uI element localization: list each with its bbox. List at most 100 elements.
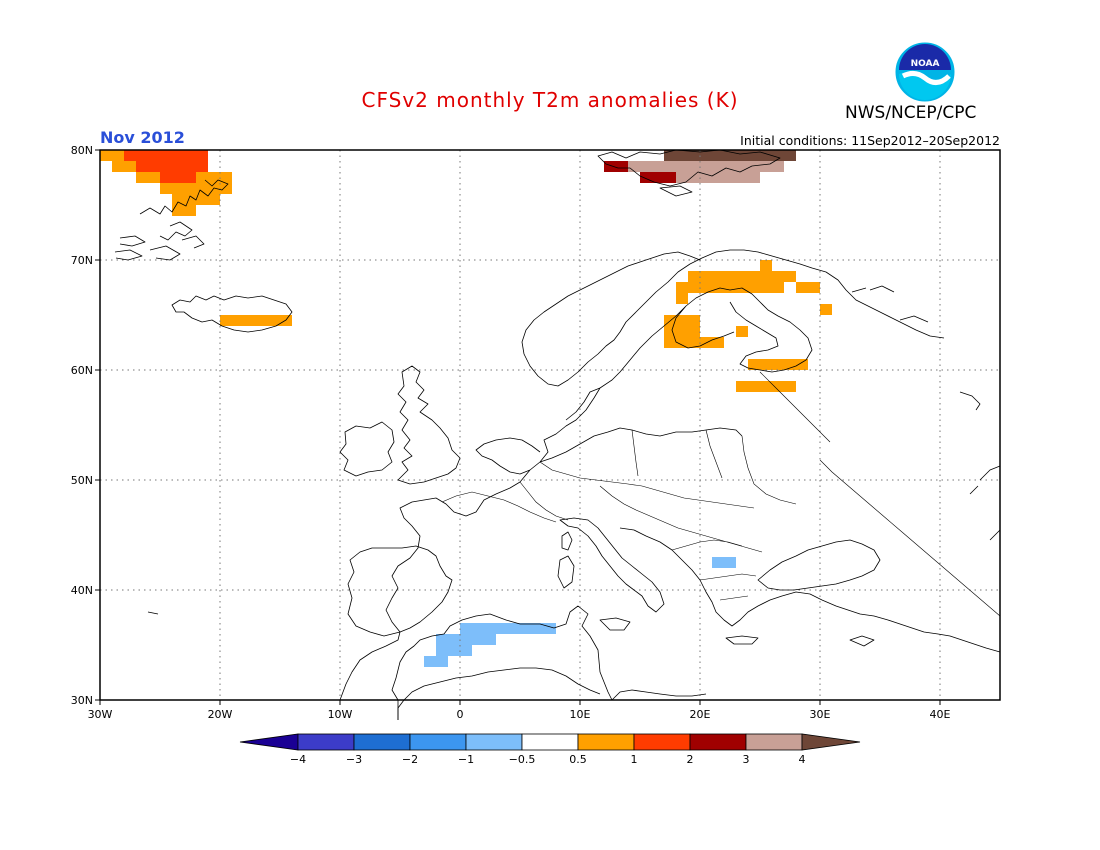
anomaly-cell <box>664 315 700 348</box>
tick-label-lon: 40E <box>930 708 951 721</box>
anomaly-cell <box>100 150 124 161</box>
colorbar-cell <box>745 733 803 751</box>
colorbar-label: −1 <box>458 753 474 766</box>
colorbar-cell <box>577 733 635 751</box>
anomaly-cell <box>160 183 232 194</box>
noaa-logo-icon: NOAA <box>894 41 956 103</box>
colorbar-label: −0.5 <box>509 753 536 766</box>
anomaly-cell <box>196 172 232 183</box>
colorbar-cell <box>409 733 467 751</box>
colorbar: −4 −3 −2 −1 −0.5 0.5 1 2 3 4 <box>239 733 861 766</box>
anomaly-cell <box>796 282 820 293</box>
colorbar-cell <box>689 733 747 751</box>
tick-label-lon: 20E <box>690 708 711 721</box>
gridlines-layer <box>100 150 1000 700</box>
colorbar-cell-high-arrow <box>801 733 861 751</box>
anomaly-cell <box>436 634 496 645</box>
coastline-novaya-misc <box>851 285 981 411</box>
chart-title: CFSv2 monthly T2m anomalies (K) <box>361 88 739 112</box>
anomaly-cell <box>640 172 676 183</box>
anomaly-cell <box>424 656 448 667</box>
colorbar-label: −3 <box>346 753 362 766</box>
colorbar-label: 4 <box>799 753 806 766</box>
tick-label-lon: 0 <box>457 708 464 721</box>
anomaly-cell <box>736 381 796 392</box>
anomaly-cell <box>712 557 736 568</box>
country-borders-layer <box>441 371 1001 617</box>
month-label: Nov 2012 <box>100 128 185 147</box>
colorbar-label: −4 <box>290 753 306 766</box>
anomaly-cell <box>436 645 472 656</box>
coastline-caspian <box>969 465 1001 541</box>
anomaly-cell <box>172 205 196 216</box>
coastline-europe-mainland <box>339 249 945 720</box>
coastline-cyprus <box>849 635 875 647</box>
coastline-sicily <box>599 617 631 631</box>
coastline-iberia <box>347 545 453 637</box>
colorbar-label: −2 <box>402 753 418 766</box>
anomaly-cell <box>760 260 772 271</box>
coastline-crete <box>725 635 759 645</box>
coastline-svalbard <box>597 149 781 197</box>
coastline-great-britain <box>397 365 461 485</box>
anomaly-cell <box>664 150 796 161</box>
coastline-sardinia <box>557 555 575 589</box>
anomaly-cell <box>676 293 688 304</box>
coastline-north-africa <box>397 667 707 720</box>
initial-conditions-label: Initial conditions: 11Sep2012–20Sep2012 <box>740 133 1000 148</box>
colorbar-label: 2 <box>687 753 694 766</box>
anomaly-cell <box>112 161 136 172</box>
anomaly-cell <box>100 150 208 161</box>
tick-label-lat: 70N <box>71 254 93 267</box>
coastline-iceland <box>171 295 293 333</box>
coastline-azores <box>147 611 159 615</box>
anomaly-cell <box>820 304 832 315</box>
tick-label-lat: 60N <box>71 364 93 377</box>
coastlines-layer <box>114 149 1001 720</box>
colorbar-label: 0.5 <box>569 753 587 766</box>
tick-label-lat: 80N <box>71 144 93 157</box>
anomaly-cell <box>136 161 208 172</box>
colorbar-label: 1 <box>631 753 638 766</box>
agency-label: NWS/NCEP/CPC <box>845 103 977 123</box>
coastline-italy <box>559 517 665 613</box>
coastline-greenland <box>114 179 229 261</box>
anomaly-cell <box>136 172 160 183</box>
anomaly-cell <box>160 172 196 183</box>
anomaly-cell <box>460 623 556 634</box>
tick-label-lon: 30E <box>810 708 831 721</box>
anomaly-cell <box>676 172 760 183</box>
tick-label-lat: 40N <box>71 584 93 597</box>
colorbar-label: 3 <box>743 753 750 766</box>
logo-text: NOAA <box>911 59 940 69</box>
map-frame <box>99 149 1001 701</box>
anomaly-cell <box>748 359 808 370</box>
anomaly-cell <box>220 315 292 326</box>
colorbar-cell <box>353 733 411 751</box>
tick-label-lon: 30W <box>88 708 113 721</box>
colorbar-cell <box>465 733 523 751</box>
anomaly-cell <box>604 161 628 172</box>
colorbar-cell <box>633 733 691 751</box>
coastline-black-sea <box>757 539 881 591</box>
tick-label-lat: 50N <box>71 474 93 487</box>
axis-ticks-layer: 30W 20W 10W 0 10E 20E 30E 40E 30N 40N 50N 60N 70N 80N <box>71 144 951 721</box>
borders <box>441 371 1001 617</box>
anomaly-cell <box>676 282 784 293</box>
colorbar-cell <box>297 733 355 751</box>
coastline-ireland <box>339 421 395 477</box>
colorbar-cell-low-arrow <box>239 733 299 751</box>
anomaly-cell <box>628 161 784 172</box>
tick-label-lat: 30N <box>71 694 93 707</box>
tick-label-lon: 20W <box>208 708 233 721</box>
coastline-balkans <box>619 527 1001 653</box>
tick-label-lon: 10E <box>570 708 591 721</box>
coastline-corsica <box>561 531 573 551</box>
anomaly-cell <box>700 337 724 348</box>
tick-label-lon: 10W <box>328 708 353 721</box>
anomaly-cell <box>736 326 748 337</box>
anomaly-cells-layer <box>100 150 832 667</box>
anomaly-cell <box>688 271 796 282</box>
colorbar-cell <box>521 733 579 751</box>
